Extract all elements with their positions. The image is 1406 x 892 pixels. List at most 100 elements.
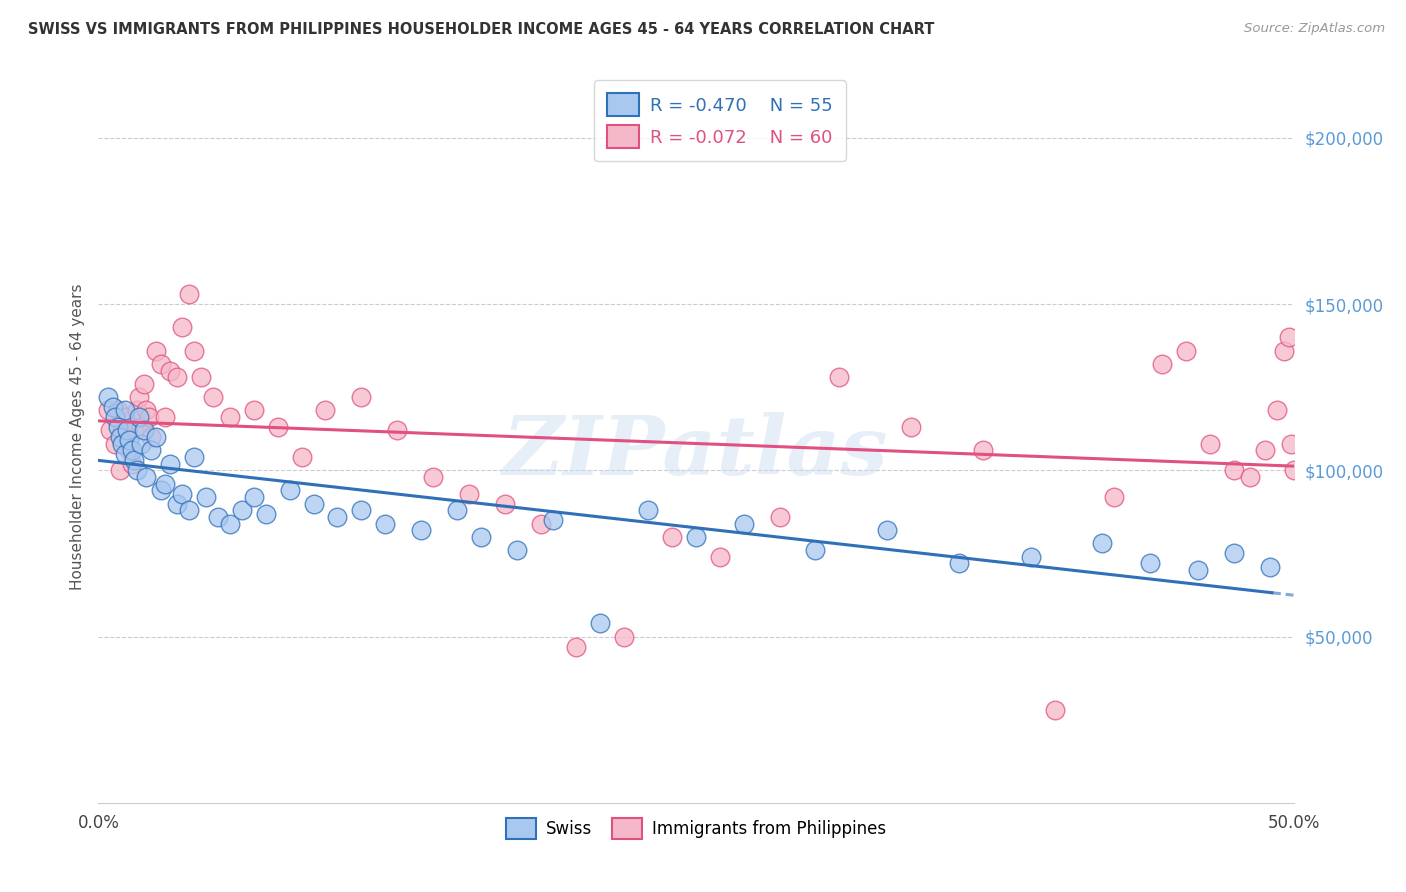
Point — [254, 507, 277, 521]
Point — [231, 503, 253, 517]
Point — [138, 410, 160, 425]
Point — [121, 443, 143, 458]
Point — [1223, 463, 1246, 477]
Legend: Swiss, Immigrants from Philippines: Swiss, Immigrants from Philippines — [499, 811, 893, 846]
Point — [149, 483, 172, 498]
Point — [385, 424, 409, 438]
Point — [111, 424, 134, 438]
Point — [1278, 330, 1301, 344]
Point — [97, 403, 120, 417]
Point — [900, 420, 922, 434]
Point — [350, 390, 373, 404]
Point — [149, 357, 172, 371]
Point — [506, 543, 529, 558]
Point — [114, 403, 136, 417]
Point — [219, 516, 242, 531]
Point — [470, 530, 492, 544]
Point — [637, 503, 659, 517]
Point — [733, 516, 755, 531]
Point — [104, 410, 127, 425]
Text: ZIPatlas: ZIPatlas — [503, 412, 889, 491]
Point — [302, 497, 325, 511]
Point — [124, 453, 146, 467]
Point — [446, 503, 468, 517]
Point — [128, 390, 150, 404]
Point — [139, 443, 162, 458]
Point — [685, 530, 707, 544]
Point — [876, 523, 898, 537]
Point — [124, 424, 146, 438]
Point — [166, 370, 188, 384]
Point — [125, 463, 148, 477]
Point — [98, 424, 122, 438]
Point — [121, 457, 143, 471]
Point — [115, 424, 138, 438]
Point — [166, 497, 188, 511]
Point — [972, 443, 994, 458]
Point — [768, 509, 790, 524]
Point — [1152, 357, 1174, 371]
Point — [1279, 436, 1302, 450]
Point — [108, 463, 131, 477]
Point — [541, 513, 564, 527]
Text: Source: ZipAtlas.com: Source: ZipAtlas.com — [1244, 22, 1385, 36]
Point — [1104, 490, 1126, 504]
Point — [101, 400, 124, 414]
Point — [183, 343, 205, 358]
Point — [589, 616, 612, 631]
Point — [172, 486, 194, 500]
Point — [661, 530, 683, 544]
Point — [190, 370, 212, 384]
Point — [183, 450, 205, 464]
Point — [202, 390, 225, 404]
Point — [267, 420, 290, 434]
Point — [179, 503, 201, 517]
Point — [613, 630, 636, 644]
Point — [948, 557, 970, 571]
Point — [1091, 536, 1114, 550]
Point — [315, 403, 337, 417]
Point — [139, 430, 162, 444]
Point — [1254, 443, 1277, 458]
Point — [145, 343, 167, 358]
Point — [458, 486, 481, 500]
Point — [118, 443, 141, 458]
Point — [111, 436, 134, 450]
Point — [411, 523, 433, 537]
Point — [114, 410, 136, 425]
Point — [132, 424, 155, 438]
Point — [291, 450, 314, 464]
Point — [1265, 403, 1288, 417]
Point — [828, 370, 851, 384]
Point — [530, 516, 553, 531]
Point — [135, 403, 157, 417]
Point — [1175, 343, 1198, 358]
Point — [350, 503, 373, 517]
Point — [172, 320, 194, 334]
Point — [104, 436, 127, 450]
Point — [115, 430, 138, 444]
Point — [243, 403, 266, 417]
Point — [1223, 546, 1246, 560]
Point — [422, 470, 444, 484]
Point — [97, 390, 120, 404]
Point — [1043, 703, 1066, 717]
Point — [135, 470, 157, 484]
Point — [159, 457, 181, 471]
Point — [1199, 436, 1222, 450]
Point — [1139, 557, 1161, 571]
Point — [326, 509, 349, 524]
Point — [132, 376, 155, 391]
Point — [278, 483, 301, 498]
Point — [219, 410, 242, 425]
Point — [494, 497, 516, 511]
Point — [131, 436, 153, 450]
Point — [1239, 470, 1261, 484]
Text: SWISS VS IMMIGRANTS FROM PHILIPPINES HOUSEHOLDER INCOME AGES 45 - 64 YEARS CORRE: SWISS VS IMMIGRANTS FROM PHILIPPINES HOU… — [28, 22, 935, 37]
Point — [114, 447, 136, 461]
Point — [118, 434, 141, 448]
Point — [1272, 343, 1295, 358]
Point — [804, 543, 827, 558]
Point — [565, 640, 588, 654]
Point — [107, 420, 129, 434]
